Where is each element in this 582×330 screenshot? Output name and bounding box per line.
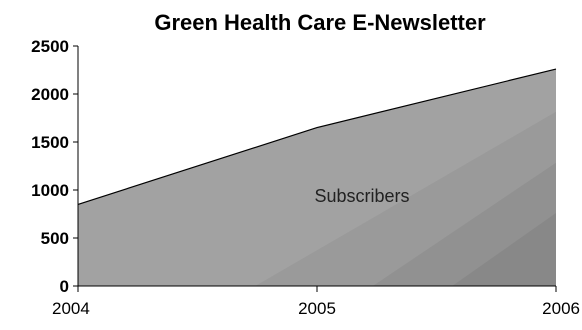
y-tick-label: 1500 [31,133,69,152]
chart-title: Green Health Care E-Newsletter [154,10,486,35]
shade-band [438,206,556,286]
y-tick-label: 2000 [31,85,69,104]
series-label: Subscribers [314,186,409,206]
y-tick-label: 500 [41,229,69,248]
plot-area: 0 500 1000 1500 2000 2500 2004 2005 2006 Subscrib… [31,37,580,318]
subscribers-line [77,68,557,205]
x-tick-label: 2005 [298,299,336,318]
x-tick-label: 2004 [52,299,90,318]
y-tick-label: 1000 [31,181,69,200]
y-tick-label: 0 [60,277,69,296]
area-shading [78,69,556,286]
x-tick-label: 2006 [542,299,580,318]
y-tick-label: 2500 [31,37,69,56]
